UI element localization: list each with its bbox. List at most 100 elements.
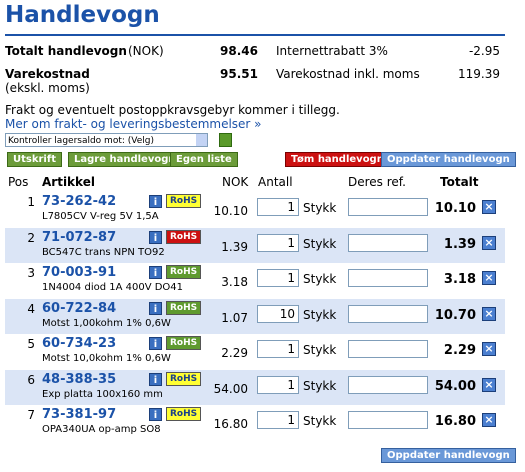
column-header: Artikkel (42, 175, 95, 189)
update-button[interactable]: Oppdater handlevogn (381, 152, 516, 167)
reference-input[interactable] (348, 304, 428, 323)
article-description: Motst 10,0kohm 1% 0,6W (42, 353, 171, 364)
stock-select[interactable]: Kontroller lagersaldo mot: (Velg) (5, 133, 208, 147)
unit: Stykk (303, 201, 337, 215)
unit: Stykk (303, 414, 337, 428)
column-header: Pos (8, 175, 29, 189)
page-title: Handlevogn (5, 2, 160, 28)
reference-input[interactable] (348, 233, 428, 252)
quantity-input[interactable]: 1 (257, 340, 299, 358)
unit-price: 1.07 (221, 310, 248, 325)
shipping-link[interactable]: Mer om frakt- og leveringsbestemmelser » (5, 117, 262, 131)
rohs-badge: RoHS (166, 371, 202, 386)
article-code[interactable]: 48-388-35 (42, 371, 117, 387)
rohs-badge: RoHS (166, 265, 202, 279)
article-description: Motst 1,00kohm 1% 0,6W (42, 317, 171, 329)
article-code[interactable]: 70-003-91 (42, 265, 117, 280)
article-code[interactable]: 73-262-42 (42, 194, 117, 209)
article-code[interactable]: 60-734-23 (42, 336, 117, 351)
select-arrow[interactable] (196, 134, 207, 146)
cart-row: 5 60-734-23 Motst 10,0kohm 1% 0,6W i RoHS 2.2… (5, 334, 505, 369)
delete-icon[interactable]: × (482, 342, 496, 356)
delete-icon[interactable]: × (482, 306, 496, 321)
info-icon[interactable]: i (149, 372, 162, 386)
update-button-bottom[interactable]: Oppdater handlevogn (381, 448, 516, 463)
unit: Stykk (303, 236, 337, 251)
article-code[interactable]: 73-381-97 (42, 407, 117, 422)
notice: Frakt og eventuelt postoppkravsgebyr kom… (5, 103, 340, 117)
row-pos: 2 (27, 230, 35, 245)
go-button[interactable] (219, 133, 232, 147)
column-header: Deres ref. (348, 175, 406, 189)
reference-input[interactable] (348, 375, 428, 394)
delete-icon[interactable]: × (482, 271, 496, 285)
cart-row: 7 73-381-97 OPA340UA op-amp SO8 i RoHS 16.80 1… (5, 405, 505, 440)
cart-row: 1 73-262-42 L7805CV V-reg 5V 1,5A i RoHS 10.1… (5, 192, 505, 227)
cost-value: 95.51 (220, 67, 258, 81)
delete-icon[interactable]: × (482, 377, 496, 392)
reference-input[interactable] (348, 340, 428, 358)
row-total: 1.39 (443, 236, 476, 252)
rohs-badge: RoHS (166, 407, 202, 421)
row-pos: 7 (27, 408, 35, 422)
info-icon[interactable]: i (149, 195, 162, 208)
reference-input[interactable] (348, 411, 428, 429)
cost-note: (ekskl. moms) (5, 81, 90, 95)
rohs-badge: RoHS (166, 194, 202, 208)
info-icon[interactable]: i (149, 337, 162, 350)
column-header: NOK (222, 175, 249, 189)
article-code[interactable]: 71-072-87 (42, 229, 117, 245)
row-total: 16.80 (434, 414, 476, 429)
unit-price: 2.29 (221, 346, 248, 360)
reference-input[interactable] (348, 269, 428, 287)
cart-row: 3 70-003-91 1N4004 diod 1A 400V DO41 i RoHS 3… (5, 263, 505, 298)
discount-label: Internettrabatt 3% (276, 44, 388, 58)
info-icon[interactable]: i (149, 408, 162, 421)
column-header: Totalt (440, 175, 479, 189)
info-icon[interactable]: i (149, 301, 162, 315)
row-pos: 6 (27, 372, 35, 387)
article-description: BC547C trans NPN TO92 (42, 246, 165, 258)
cost-vat-label: Varekostnad inkl. moms (276, 67, 420, 81)
article-description: Exp platta 100x160 mm (42, 388, 163, 400)
unit: Stykk (303, 272, 337, 286)
quantity-input[interactable]: 10 (257, 304, 299, 323)
row-pos: 4 (27, 301, 35, 316)
article-code[interactable]: 60-722-84 (42, 300, 117, 316)
title-rule (5, 34, 505, 36)
info-icon[interactable]: i (149, 266, 162, 279)
reference-input[interactable] (348, 198, 428, 216)
total-label: Totalt handlevogn (5, 44, 127, 58)
discount-value: -2.95 (468, 44, 500, 58)
unit: Stykk (303, 378, 337, 393)
unit-price: 10.10 (213, 204, 248, 218)
rohs-badge: RoHS (166, 336, 202, 350)
rohs-badge: RoHS (166, 300, 202, 315)
row-total: 10.10 (434, 201, 476, 216)
article-description: L7805CV V-reg 5V 1,5A (42, 211, 159, 222)
empty-button[interactable]: Tøm handlevogn (285, 152, 390, 167)
row-total: 54.00 (434, 378, 476, 394)
quantity-input[interactable]: 1 (257, 198, 299, 216)
quantity-input[interactable]: 1 (257, 269, 299, 287)
cart-row: 2 71-072-87 BC547C trans NPN TO92 i RoHS 1.39… (5, 227, 505, 263)
quantity-input[interactable]: 1 (257, 411, 299, 429)
cost-label: Varekostnad (5, 67, 90, 81)
unit-price: 1.39 (221, 239, 248, 254)
delete-icon[interactable]: × (482, 413, 496, 427)
delete-icon[interactable]: × (482, 235, 496, 250)
quantity-input[interactable]: 1 (257, 233, 299, 252)
quantity-input[interactable]: 1 (257, 375, 299, 394)
print-button[interactable]: Utskrift (7, 152, 62, 167)
row-total: 3.18 (443, 272, 476, 287)
cart-row: 6 48-388-35 Exp platta 100x160 mm i RoHS 54.0… (5, 369, 505, 405)
cost-vat-value: 119.39 (458, 67, 500, 81)
row-pos: 3 (27, 266, 35, 280)
delete-icon[interactable]: × (482, 200, 496, 214)
row-pos: 1 (27, 195, 35, 209)
info-icon[interactable]: i (149, 230, 162, 244)
column-header: Antall (258, 175, 293, 189)
own-list-button[interactable]: Egen liste (170, 152, 238, 167)
save-button[interactable]: Lagre handlevogn (68, 152, 182, 167)
